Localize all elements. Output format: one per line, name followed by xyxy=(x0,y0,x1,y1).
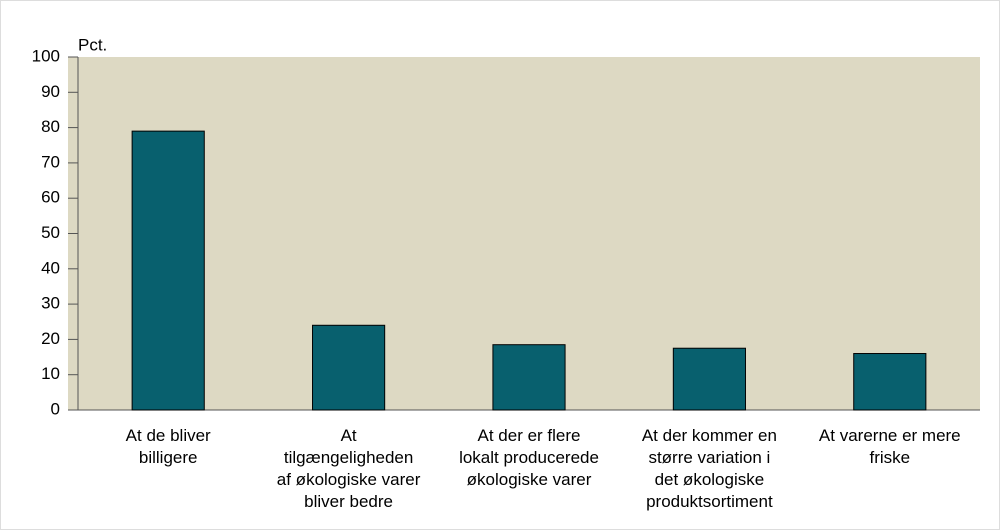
y-tick-label: 30 xyxy=(41,294,60,313)
y-axis-label: Pct. xyxy=(78,35,107,54)
x-tick-label: At der kommer en større variation i det øk… xyxy=(642,426,777,511)
x-tick-label-line: At der kommer en xyxy=(642,426,777,445)
x-tick-label-line: At xyxy=(341,426,357,445)
bar xyxy=(492,344,566,411)
x-tick-label-line: bliver bedre xyxy=(304,492,393,511)
y-tick-label: 60 xyxy=(41,188,60,207)
x-tick-label: At tilgængeligheden af økologiske varer bli… xyxy=(277,426,421,511)
x-tick-label-line: det økologiske xyxy=(655,470,765,489)
x-tick-label-line: produktsortiment xyxy=(646,492,773,511)
x-tick-label-line: økologiske varer xyxy=(467,470,592,489)
y-tick-label: 90 xyxy=(41,82,60,101)
x-tick-label-line: tilgængeligheden xyxy=(284,448,414,467)
y-tick-label: 50 xyxy=(41,223,60,242)
x-tick-label-line: lokalt producerede xyxy=(459,448,599,467)
x-tick-label: At de bliver billigere xyxy=(126,426,211,467)
x-tick-label-line: friske xyxy=(869,448,910,467)
y-tick-label: 10 xyxy=(41,364,60,383)
x-tick-label: At varerne er mere friske xyxy=(819,426,961,467)
y-tick-label: 70 xyxy=(41,152,60,171)
x-tick-label-line: større variation i xyxy=(648,448,770,467)
y-tick-label: 40 xyxy=(41,258,60,277)
y-tick-label: 100 xyxy=(32,46,60,65)
y-tick-label: 20 xyxy=(41,329,60,348)
bar xyxy=(853,353,927,411)
bar xyxy=(672,347,746,411)
y-tick-label: 0 xyxy=(51,399,60,418)
x-tick-label: At der er flere lokalt producerede økologi… xyxy=(459,426,599,489)
bar xyxy=(131,130,205,411)
x-tick-label-line: At de bliver xyxy=(126,426,211,445)
x-tick-label-line: billigere xyxy=(139,448,198,467)
bar xyxy=(312,324,386,411)
y-tick-label: 80 xyxy=(41,117,60,136)
x-tick-label-line: af økologiske varer xyxy=(277,470,421,489)
x-tick-label-line: At der er flere xyxy=(478,426,581,445)
x-tick-label-line: At varerne er mere xyxy=(819,426,961,445)
